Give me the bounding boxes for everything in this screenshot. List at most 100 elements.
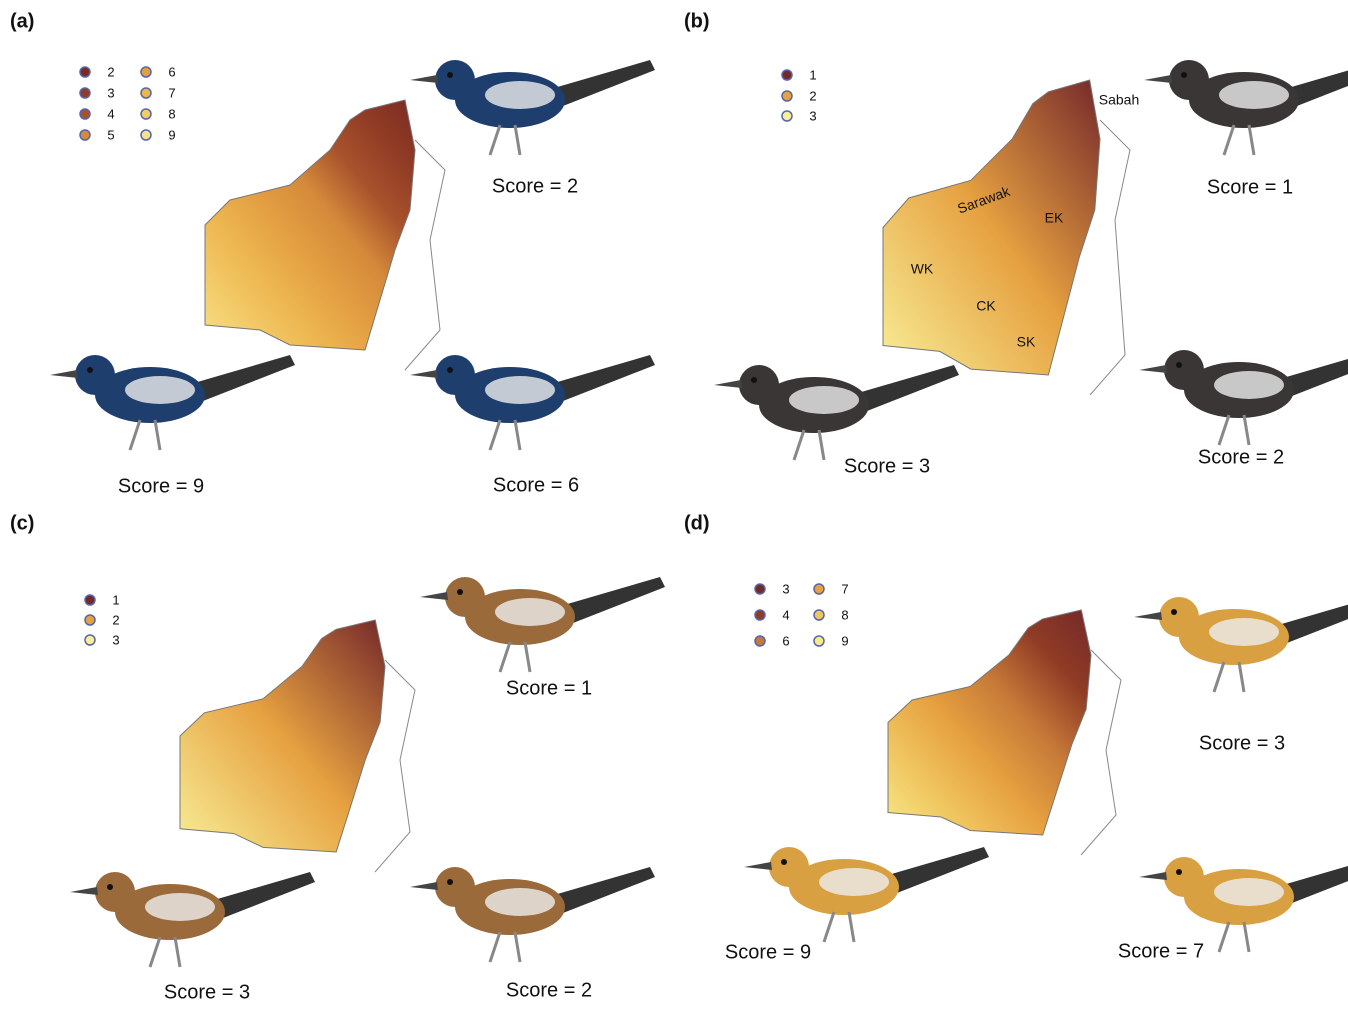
bird-beak <box>1139 872 1167 880</box>
score-label: Score = 2 <box>492 175 578 197</box>
bird-head <box>445 577 485 617</box>
legend-swatch <box>755 610 765 620</box>
score-label: Score = 2 <box>506 979 592 1001</box>
bird-wing <box>145 893 215 921</box>
region-label: WK <box>911 261 934 277</box>
bird-wing <box>485 376 555 404</box>
bird-beak <box>1139 365 1167 373</box>
bird-legs <box>1214 662 1244 692</box>
panel: (d) 3 4 6 7 8 9 Score = 3 Score = 9 Score = 7 <box>684 512 1348 963</box>
bird-wing <box>485 81 555 109</box>
bird-illustration <box>410 355 655 450</box>
legend-swatch <box>755 636 765 646</box>
bird-eye <box>447 879 453 885</box>
legend-label: 9 <box>168 127 175 142</box>
legend-label: 2 <box>809 88 816 103</box>
figure: (a)23456789Score = 2Score = 9Score = 6(b… <box>0 0 1348 1004</box>
bird-beak <box>1144 75 1172 83</box>
panel-label: (d) <box>684 512 710 534</box>
score-label: Score = 2 <box>1198 446 1284 468</box>
map <box>888 610 1091 835</box>
region-label: EK <box>1045 210 1064 226</box>
bird-illustration <box>420 577 665 672</box>
legend-swatch <box>141 130 151 140</box>
legend-swatch <box>85 595 95 605</box>
legend-label: 1 <box>112 592 119 607</box>
bird-beak <box>410 75 438 83</box>
legend-label: 7 <box>841 581 848 596</box>
region-label: SK <box>1017 334 1036 350</box>
score-label: Score = 9 <box>725 941 811 963</box>
panel-label: (a) <box>10 10 34 32</box>
bird-illustration <box>410 867 655 962</box>
score-label: Score = 3 <box>844 455 930 477</box>
bird-beak <box>410 370 438 378</box>
bird-wing <box>789 386 859 414</box>
bird-wing <box>1214 878 1284 906</box>
legend-swatch <box>80 130 90 140</box>
legend-swatch <box>141 88 151 98</box>
legend-label: 8 <box>841 607 848 622</box>
bird-head <box>95 872 135 912</box>
bird-beak <box>420 592 448 600</box>
bird-wing <box>1209 618 1279 646</box>
bird-eye <box>751 377 757 383</box>
bird-wing <box>125 376 195 404</box>
bird-eye <box>781 859 787 865</box>
score-label: Score = 9 <box>118 475 204 497</box>
bird-beak <box>1134 612 1162 620</box>
legend-label: 8 <box>168 106 175 121</box>
panel-label: (c) <box>10 512 34 534</box>
score-label: Score = 7 <box>1118 940 1204 962</box>
bird-eye <box>1176 869 1182 875</box>
legend-label: 3 <box>107 85 114 100</box>
bird-illustration <box>1139 857 1348 952</box>
bird-head <box>1164 350 1204 390</box>
bird-legs <box>824 912 854 942</box>
bird-eye <box>87 367 93 373</box>
legend-label: 9 <box>841 633 848 648</box>
bird-legs <box>1219 415 1249 445</box>
bird-illustration <box>70 872 315 967</box>
bird-wing <box>1219 81 1289 109</box>
bird-legs <box>1224 125 1254 155</box>
bird-head <box>1159 597 1199 637</box>
legend-swatch <box>782 70 792 80</box>
bird-beak <box>410 882 438 890</box>
bird-eye <box>1181 72 1187 78</box>
legend-swatch <box>80 88 90 98</box>
bird-legs <box>130 420 160 450</box>
map <box>883 80 1100 375</box>
bird-head <box>1169 60 1209 100</box>
bird-legs <box>490 932 520 962</box>
panel-label: (b) <box>684 10 710 32</box>
bird-illustration <box>410 60 655 155</box>
bird-wing <box>1214 371 1284 399</box>
panel: (c)123Score = 1Score = 3Score = 2 <box>10 512 665 1003</box>
legend-label: 4 <box>107 106 114 121</box>
region-label: Sabah <box>1099 92 1139 108</box>
bird-head <box>1164 857 1204 897</box>
legend-swatch <box>80 67 90 77</box>
bird-eye <box>447 72 453 78</box>
bird-legs <box>500 642 530 672</box>
bird-illustration <box>1139 350 1348 445</box>
bird-legs <box>150 937 180 967</box>
bird-head <box>739 365 779 405</box>
legend-label: 2 <box>112 612 119 627</box>
legend-swatch <box>141 67 151 77</box>
bird-legs <box>490 125 520 155</box>
bird-beak <box>70 887 98 895</box>
bird-wing <box>495 598 565 626</box>
bird-head <box>435 355 475 395</box>
legend-swatch <box>814 610 824 620</box>
legend-label: 6 <box>782 633 789 648</box>
score-label: Score = 3 <box>1199 732 1285 754</box>
score-label: Score = 1 <box>506 677 592 699</box>
legend-label: 4 <box>782 607 789 622</box>
legend-swatch <box>814 584 824 594</box>
legend-swatch <box>85 615 95 625</box>
bird-eye <box>447 367 453 373</box>
legend-label: 3 <box>782 581 789 596</box>
legend-swatch <box>80 109 90 119</box>
